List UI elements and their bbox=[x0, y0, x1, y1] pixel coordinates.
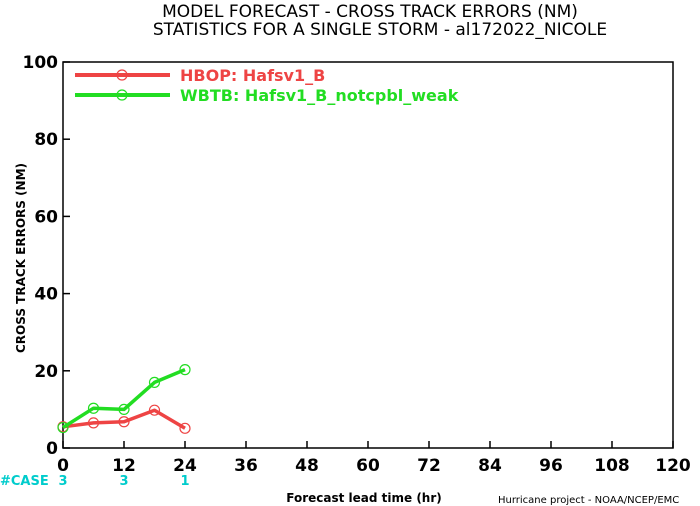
data-point bbox=[57, 421, 69, 434]
data-point bbox=[148, 404, 161, 416]
chart-title-line1: MODEL FORECAST - CROSS TRACK ERRORS (NM) bbox=[162, 2, 578, 22]
data-point bbox=[179, 364, 191, 376]
data-point bbox=[118, 403, 130, 415]
data-point bbox=[87, 417, 100, 429]
y-axis-ticks: 0 20 40 60 80 100 bbox=[23, 53, 70, 459]
series-line-0 bbox=[62, 408, 186, 430]
plot-area bbox=[62, 61, 674, 449]
x-tick-label: 48 bbox=[295, 456, 319, 476]
x-tick-label: 0 bbox=[57, 456, 69, 476]
series-group bbox=[57, 364, 191, 434]
x-tick-label: 24 bbox=[173, 456, 197, 476]
chart-title-line2: STATISTICS FOR A SINGLE STORM - al172022… bbox=[153, 20, 607, 40]
y-tick-label: 80 bbox=[34, 130, 58, 150]
x-tick-label: 108 bbox=[594, 456, 630, 476]
y-tick-label: 0 bbox=[46, 439, 58, 459]
y-tick-label: 40 bbox=[34, 285, 58, 305]
series-line-1 bbox=[62, 367, 186, 429]
credit-text: Hurricane project - NOAA/NCEP/EMC bbox=[498, 495, 679, 506]
case-label: #CASE bbox=[0, 474, 49, 489]
legend-marker-1 bbox=[116, 89, 128, 101]
legend-marker-0 bbox=[116, 69, 128, 81]
case-count: 3 bbox=[119, 474, 128, 489]
x-tick-label: 12 bbox=[112, 456, 136, 476]
y-tick-label: 60 bbox=[34, 207, 58, 227]
x-tick-label: 120 bbox=[655, 456, 691, 476]
x-tick-label: 36 bbox=[234, 456, 258, 476]
y-tick-label: 20 bbox=[34, 362, 58, 382]
legend-label-0: HBOP: Hafsv1_B bbox=[180, 66, 325, 85]
y-tick-label: 100 bbox=[23, 53, 59, 73]
x-axis-label: Forecast lead time (hr) bbox=[286, 491, 442, 505]
case-count: 3 bbox=[58, 474, 67, 489]
case-values: 3 3 1 bbox=[58, 474, 189, 489]
data-point bbox=[87, 402, 100, 414]
case-count: 1 bbox=[180, 474, 189, 489]
x-tick-label: 60 bbox=[356, 456, 380, 476]
data-point bbox=[118, 416, 130, 428]
data-point bbox=[148, 376, 161, 388]
x-tick-label: 72 bbox=[417, 456, 441, 476]
x-axis-ticks: 0 12 24 36 48 60 72 84 96 108 120 bbox=[57, 441, 691, 476]
y-axis-label: CROSS TRACK ERRORS (NM) bbox=[14, 163, 28, 353]
x-tick-label: 84 bbox=[478, 456, 502, 476]
x-tick-label: 96 bbox=[539, 456, 563, 476]
data-point bbox=[179, 422, 191, 434]
legend-label-1: WBTB: Hafsv1_B_notcpbl_weak bbox=[180, 86, 459, 105]
